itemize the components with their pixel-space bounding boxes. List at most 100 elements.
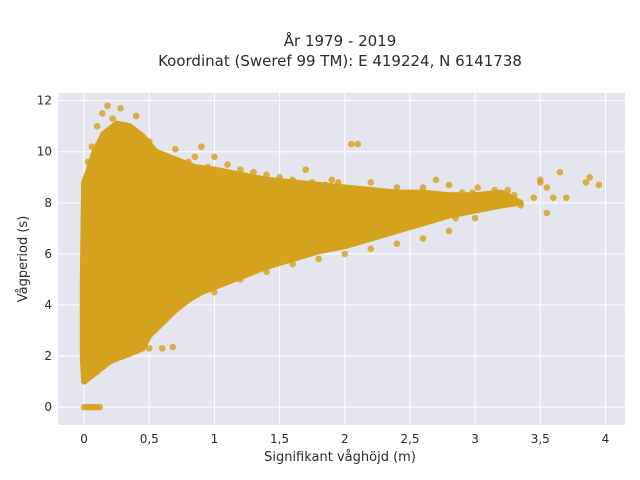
data-point xyxy=(198,283,205,291)
data-point xyxy=(315,255,322,263)
data-point xyxy=(119,179,127,186)
data-point xyxy=(482,194,489,202)
data-point xyxy=(328,209,336,217)
y-axis-ticks: 0 2 4 6 8 10 12 xyxy=(37,94,52,414)
data-point xyxy=(106,276,114,283)
y-tick-label: 8 xyxy=(44,196,52,210)
data-point xyxy=(80,250,88,258)
data-point xyxy=(341,250,349,258)
point-density-band xyxy=(79,120,524,385)
data-point xyxy=(93,122,101,130)
data-point xyxy=(217,168,225,176)
data-point xyxy=(426,217,433,224)
data-point xyxy=(172,194,179,202)
data-point xyxy=(145,345,153,352)
data-point xyxy=(143,281,150,288)
data-point xyxy=(195,171,203,179)
data-point xyxy=(530,194,538,202)
data-point xyxy=(211,153,218,161)
data-point xyxy=(156,265,163,273)
data-point xyxy=(178,253,186,260)
data-point xyxy=(127,128,135,135)
data-point xyxy=(109,115,117,122)
data-point xyxy=(308,179,316,186)
data-point xyxy=(106,357,114,365)
data-point xyxy=(109,204,117,212)
data-point xyxy=(374,225,381,232)
data-point xyxy=(96,237,104,245)
data-point xyxy=(452,214,459,222)
data-point xyxy=(491,186,498,194)
data-point xyxy=(237,166,244,173)
data-point xyxy=(104,102,111,110)
data-point xyxy=(387,194,394,202)
data-point xyxy=(152,306,160,314)
data-point xyxy=(204,222,212,230)
data-point xyxy=(347,227,355,235)
x-tick-label: 2 xyxy=(341,432,349,446)
data-point xyxy=(145,138,153,145)
data-point xyxy=(341,186,349,194)
data-point xyxy=(510,191,518,199)
data-point xyxy=(321,181,329,189)
data-point xyxy=(289,260,296,268)
data-point xyxy=(406,191,414,199)
data-point xyxy=(117,105,124,112)
data-point xyxy=(556,168,564,176)
data-point xyxy=(100,314,107,322)
x-tick-label: 0,5 xyxy=(140,432,159,446)
data-point xyxy=(182,214,190,222)
data-point xyxy=(432,207,440,214)
data-point xyxy=(543,184,551,191)
data-point xyxy=(458,189,466,196)
data-point xyxy=(471,214,479,222)
data-point xyxy=(113,355,120,362)
data-point xyxy=(135,219,143,227)
data-point xyxy=(87,225,94,232)
data-point xyxy=(302,166,309,173)
data-point xyxy=(174,304,182,311)
data-point xyxy=(263,268,270,276)
y-tick-label: 12 xyxy=(37,94,52,108)
data-point xyxy=(126,161,133,168)
data-point xyxy=(82,176,89,184)
data-point xyxy=(91,186,98,194)
x-axis-ticks: 0 0,5 1 1,5 2 2,5 3 3,5 4 xyxy=(80,432,609,446)
x-tick-label: 2,5 xyxy=(400,432,419,446)
data-point xyxy=(122,122,130,130)
data-point xyxy=(367,179,375,186)
data-point xyxy=(469,189,476,196)
x-tick-label: 1,5 xyxy=(270,432,289,446)
data-point xyxy=(276,217,283,224)
data-point xyxy=(263,171,270,179)
data-point xyxy=(361,196,368,204)
y-tick-label: 2 xyxy=(44,349,52,363)
data-point xyxy=(169,240,177,247)
data-point xyxy=(87,370,94,378)
data-point xyxy=(132,112,140,120)
data-point xyxy=(221,181,229,189)
data-point xyxy=(145,230,153,237)
data-point xyxy=(282,194,290,202)
data-point xyxy=(347,140,355,148)
data-point xyxy=(478,202,485,209)
data-point xyxy=(148,168,156,176)
data-point xyxy=(158,345,166,352)
data-point xyxy=(178,173,186,181)
data-point xyxy=(328,176,336,184)
data-point xyxy=(191,235,199,242)
x-tick-label: 3 xyxy=(471,432,479,446)
data-point xyxy=(140,143,148,150)
data-point xyxy=(99,110,106,117)
data-point xyxy=(93,368,101,375)
x-tick-label: 4 xyxy=(602,432,610,446)
data-point xyxy=(93,301,101,309)
data-point xyxy=(400,222,407,230)
data-points xyxy=(80,102,603,411)
data-point xyxy=(474,184,482,191)
data-point xyxy=(132,347,140,355)
data-point xyxy=(100,362,107,370)
data-point xyxy=(465,196,472,204)
data-point xyxy=(104,173,111,181)
data-point xyxy=(497,196,505,204)
